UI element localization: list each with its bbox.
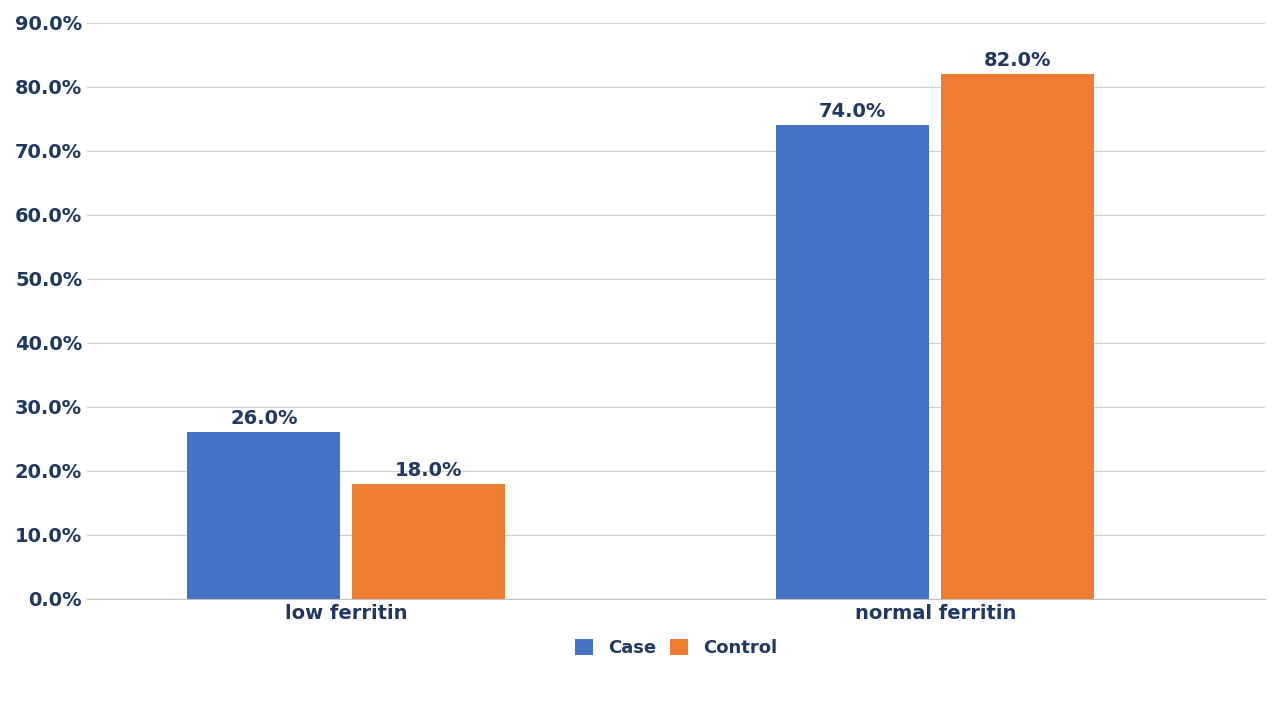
Text: 74.0%: 74.0% [819, 102, 887, 121]
Bar [187, 432, 340, 599]
Text: 26.0%: 26.0% [230, 410, 297, 428]
Legend: Case, Control: Case, Control [568, 632, 785, 665]
Bar [776, 125, 929, 599]
Bar [352, 484, 506, 599]
Text: 82.0%: 82.0% [984, 51, 1051, 70]
Bar [941, 73, 1094, 599]
Text: 18.0%: 18.0% [396, 461, 462, 480]
